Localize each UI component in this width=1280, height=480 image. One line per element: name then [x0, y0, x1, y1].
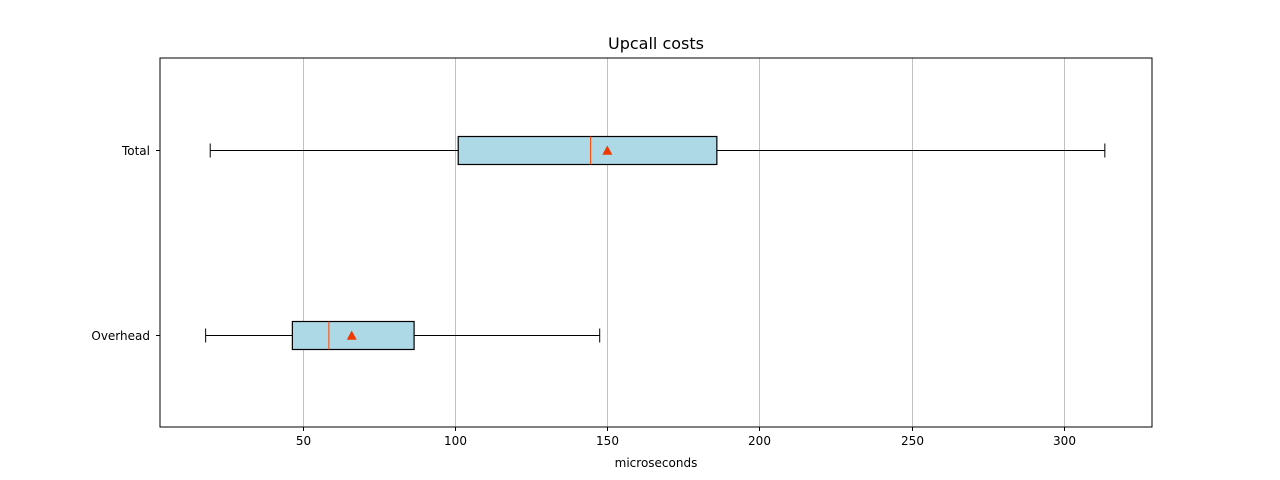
y-tick-label: Total	[121, 144, 150, 158]
y-tick-label: Overhead	[91, 329, 150, 343]
y-axis-ticks: Total Overhead	[91, 144, 160, 343]
iqr-box	[457, 135, 718, 166]
x-tick-label: 300	[1053, 434, 1076, 448]
x-tick-label: 150	[596, 434, 619, 448]
chart-title: Upcall costs	[608, 34, 704, 53]
x-tick-label: 200	[748, 434, 771, 448]
x-tick-label: 50	[296, 434, 311, 448]
x-axis-ticks: 50 100 150 200 250 300	[296, 427, 1076, 448]
box-overhead	[205, 320, 601, 351]
x-tick-label: 100	[444, 434, 467, 448]
x-axis-label: microseconds	[615, 456, 698, 470]
box-series	[205, 135, 1106, 351]
mean-marker	[602, 145, 613, 155]
mean-marker	[346, 330, 357, 340]
plot-frame	[159, 57, 1153, 428]
x-gridlines	[303, 58, 1065, 427]
box-total	[209, 135, 1106, 166]
x-tick-label: 250	[901, 434, 924, 448]
